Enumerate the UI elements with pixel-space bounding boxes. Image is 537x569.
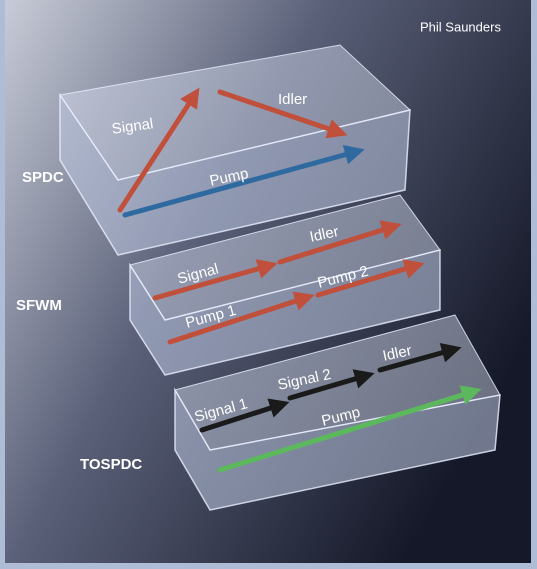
panel-label: TOSPDC <box>80 456 142 473</box>
credit: Phil Saunders <box>420 19 501 34</box>
page: Phil Saunders Signal Idler Pump SPDC Sig… <box>0 0 537 569</box>
illustration: Phil Saunders Signal Idler Pump SPDC Sig… <box>0 0 537 569</box>
panel-label: SPDC <box>22 169 64 186</box>
arrow-label: Idler <box>278 91 307 108</box>
panel-label: SFWM <box>16 297 62 314</box>
